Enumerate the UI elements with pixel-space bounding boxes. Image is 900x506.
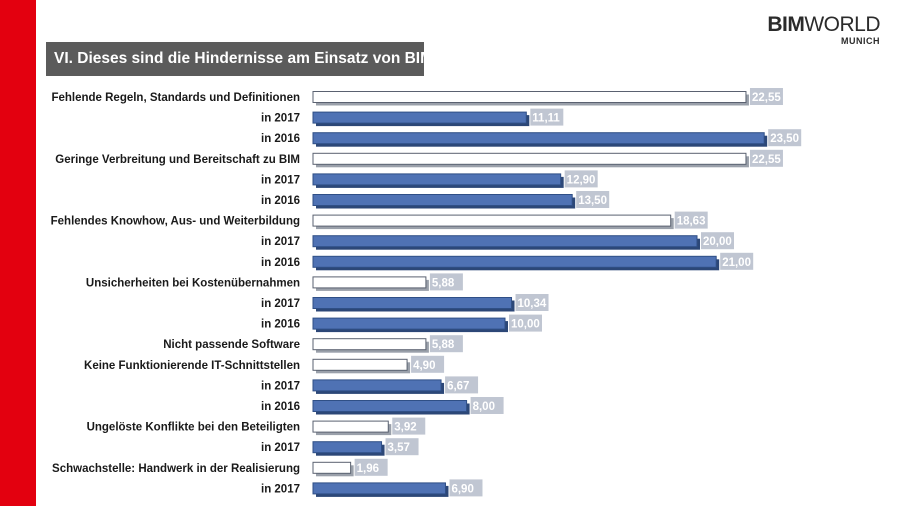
bar-total bbox=[312, 91, 747, 103]
value-label-box bbox=[429, 335, 463, 353]
category-label: in 2017 bbox=[261, 174, 300, 186]
value-label-box bbox=[445, 376, 479, 394]
value-label-box bbox=[470, 397, 504, 414]
bar-year bbox=[312, 400, 468, 412]
category-label: in 2017 bbox=[261, 298, 300, 310]
bar-year bbox=[312, 379, 442, 392]
value-label: 6,67 bbox=[447, 380, 469, 392]
category-label: in 2017 bbox=[261, 380, 300, 392]
value-label-box bbox=[515, 294, 549, 311]
category-label: in 2016 bbox=[261, 401, 300, 413]
value-label-box bbox=[411, 355, 445, 373]
category-label: in 2016 bbox=[261, 319, 300, 331]
value-label: 20,00 bbox=[703, 236, 732, 248]
value-label-box bbox=[701, 232, 734, 250]
value-label: 22,55 bbox=[752, 154, 781, 166]
bar-total bbox=[312, 358, 408, 371]
value-label-box bbox=[720, 252, 754, 270]
value-label: 5,88 bbox=[432, 339, 455, 351]
value-label: 1,96 bbox=[357, 463, 379, 475]
value-label: 4,90 bbox=[413, 360, 435, 372]
category-label: Fehlende Regeln, Standards und Definitio… bbox=[51, 92, 300, 104]
bar-year bbox=[312, 194, 573, 206]
value-label-box bbox=[449, 479, 483, 497]
category-label: Unsicherheiten bei Kostenübernahmen bbox=[86, 277, 300, 289]
value-label: 21,00 bbox=[722, 257, 751, 269]
bar-year bbox=[312, 441, 383, 454]
bar-year bbox=[312, 111, 527, 124]
page-title: VI. Dieses sind die Hindernisse am Einsa… bbox=[54, 50, 438, 67]
logo-light-part: WORLD bbox=[804, 13, 880, 36]
value-label: 12,90 bbox=[567, 174, 596, 186]
value-label-box bbox=[576, 191, 610, 208]
value-label-box bbox=[354, 458, 388, 476]
bar-year bbox=[312, 173, 562, 186]
value-label-box bbox=[530, 108, 564, 126]
category-label: in 2016 bbox=[261, 195, 300, 207]
logo-wordmark: BIMWORLD bbox=[767, 14, 880, 36]
value-label: 13,50 bbox=[578, 195, 607, 207]
value-label-box bbox=[429, 273, 463, 291]
value-label: 3,57 bbox=[388, 442, 410, 454]
bar-year bbox=[312, 255, 717, 268]
bar-total bbox=[312, 338, 427, 351]
bimworld-logo: BIMWORLD MUNICH bbox=[767, 14, 880, 47]
value-label: 11,11 bbox=[532, 113, 560, 125]
bar-year bbox=[312, 132, 765, 145]
bar-total bbox=[312, 461, 352, 474]
value-label: 3,92 bbox=[394, 422, 416, 434]
category-label: in 2017 bbox=[261, 236, 300, 248]
bar-year bbox=[312, 482, 446, 495]
category-label: in 2016 bbox=[261, 257, 300, 269]
value-label-box bbox=[749, 149, 783, 167]
value-label: 5,88 bbox=[432, 277, 455, 289]
value-label: 10,00 bbox=[511, 319, 540, 331]
red-side-bar bbox=[0, 0, 36, 506]
title-banner: VI. Dieses sind die Hindernisse am Einsa… bbox=[46, 42, 437, 76]
value-label-box bbox=[749, 88, 783, 105]
category-label: in 2017 bbox=[261, 442, 300, 454]
value-label-box bbox=[392, 417, 426, 435]
category-label: in 2016 bbox=[261, 133, 300, 145]
value-label: 18,63 bbox=[677, 216, 706, 228]
category-label: in 2017 bbox=[261, 113, 300, 125]
bar-year bbox=[312, 317, 506, 330]
category-label: Ungelöste Konflikte bei den Beteiligten bbox=[87, 422, 300, 434]
logo-subtitle: MUNICH bbox=[841, 36, 880, 46]
value-label: 6,90 bbox=[451, 483, 473, 495]
bar-total bbox=[312, 276, 427, 289]
bar-year bbox=[312, 297, 513, 309]
logo-bold-part: BIM bbox=[767, 13, 805, 36]
bar-year bbox=[312, 235, 698, 248]
bar-total bbox=[312, 152, 747, 165]
value-label: 10,34 bbox=[518, 298, 547, 310]
bar-total bbox=[312, 420, 389, 433]
category-label: Nicht passende Software bbox=[163, 339, 300, 351]
category-label: in 2017 bbox=[261, 483, 300, 495]
category-label: Fehlendes Knowhow, Aus- und Weiterbildun… bbox=[51, 216, 300, 228]
value-label-box bbox=[768, 129, 802, 147]
value-label-box bbox=[674, 211, 708, 229]
bar-total bbox=[312, 214, 672, 227]
value-label: 8,00 bbox=[473, 401, 495, 413]
category-label: Keine Funktionierende IT-Schnittstellen bbox=[84, 360, 300, 372]
value-label-box bbox=[564, 170, 598, 188]
value-label: 23,50 bbox=[770, 133, 799, 145]
value-label: 22,55 bbox=[752, 92, 781, 104]
category-label: Schwachstelle: Handwerk in der Realisier… bbox=[52, 463, 300, 475]
value-label-box bbox=[509, 314, 542, 332]
value-label-box bbox=[385, 438, 419, 456]
category-label: Geringe Verbreitung und Bereitschaft zu … bbox=[55, 154, 300, 166]
